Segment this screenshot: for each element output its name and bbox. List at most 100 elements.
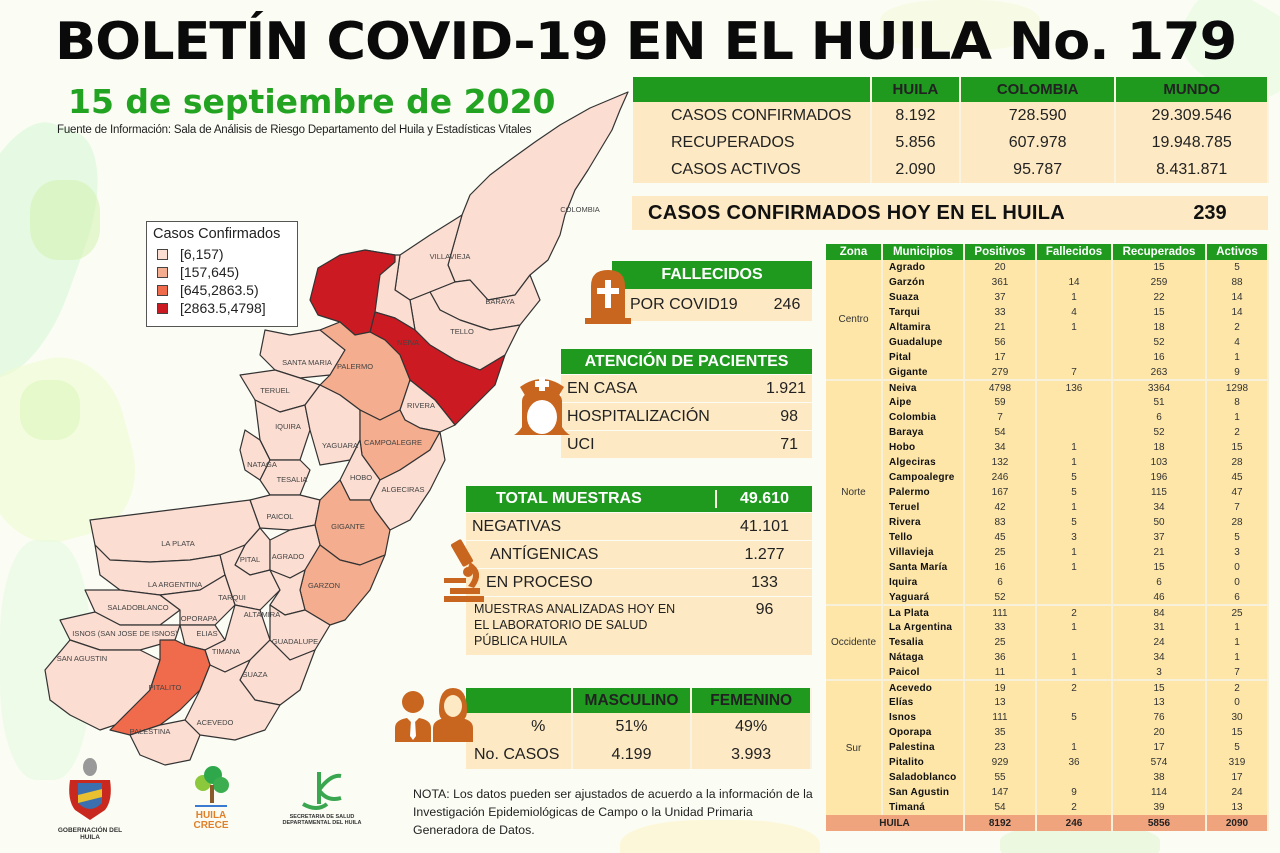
svg-text:PITAL: PITAL bbox=[240, 555, 260, 564]
fallecidos-cell: 5 bbox=[1036, 515, 1113, 530]
recuperados-cell: 15 bbox=[1112, 305, 1207, 320]
municipio-name-cell: Yaguará bbox=[882, 590, 965, 605]
table-row: Palermo 167 5 115 47 bbox=[826, 485, 1269, 500]
fallecidos-value: 246 bbox=[773, 296, 801, 313]
svg-text:AGRADO: AGRADO bbox=[272, 552, 305, 561]
positivos-cell: 56 bbox=[964, 335, 1037, 350]
col-recuperados: Recuperados bbox=[1112, 244, 1207, 260]
fallecidos-cell bbox=[1036, 590, 1113, 605]
table-row: Norte Neiva 4798 136 3364 1298 bbox=[826, 379, 1269, 605]
bulletin-date: 15 de septiembre de 2020 bbox=[68, 82, 556, 121]
summary-row: CASOS CONFIRMADOS 8.192 728.590 29.309.5… bbox=[633, 102, 1269, 129]
activos-cell: 5 bbox=[1206, 740, 1269, 755]
fallecidos-cell: 7 bbox=[1036, 365, 1113, 380]
legend-label: [2863.5,4798] bbox=[180, 300, 266, 316]
positivos-cell: 54 bbox=[964, 425, 1037, 440]
positivos-cell: 25 bbox=[964, 635, 1037, 650]
zone-cell: Occidente bbox=[826, 604, 883, 680]
table-row: Tesalia 25 24 1 bbox=[826, 635, 1269, 650]
summary-mundo: 29.309.546 bbox=[1115, 102, 1269, 129]
municipio-name-cell: Tello bbox=[882, 530, 965, 545]
summary-mundo: 19.948.785 bbox=[1115, 129, 1269, 156]
legend-swatch bbox=[157, 302, 168, 314]
table-row: Baraya 54 52 2 bbox=[826, 425, 1269, 440]
fallecidos-cell: 2 bbox=[1036, 800, 1113, 815]
svg-text:ELIAS: ELIAS bbox=[196, 629, 217, 638]
table-row: Pitalito 929 36 574 319 bbox=[826, 755, 1269, 770]
svg-text:IQUIRA: IQUIRA bbox=[275, 422, 301, 431]
recuperados-cell: 3364 bbox=[1112, 379, 1207, 395]
svg-text:SUAZA: SUAZA bbox=[242, 670, 267, 679]
activos-cell: 0 bbox=[1206, 575, 1269, 590]
recuperados-cell: 115 bbox=[1112, 485, 1207, 500]
atencion-label: UCI bbox=[567, 435, 595, 453]
fallecidos-row: POR COVID19 246 bbox=[612, 289, 812, 321]
zone-cell: Norte bbox=[826, 379, 883, 605]
activos-cell: 45 bbox=[1206, 470, 1269, 485]
summary-mundo: 8.431.871 bbox=[1115, 156, 1269, 183]
fallecidos-cell: 1 bbox=[1036, 500, 1113, 515]
recuperados-cell: 15 bbox=[1112, 679, 1207, 695]
logo-huila-crece-text: HUILA CRECE bbox=[193, 810, 229, 831]
atencion-label: HOSPITALIZACIÓN bbox=[567, 407, 710, 425]
legend-swatch bbox=[157, 266, 168, 278]
coat-of-arms-icon bbox=[69, 758, 111, 820]
recuperados-cell: 114 bbox=[1112, 785, 1207, 800]
svg-text:ACEVEDO: ACEVEDO bbox=[197, 718, 234, 727]
summary-row: RECUPERADOS 5.856 607.978 19.948.785 bbox=[633, 129, 1269, 156]
muestras-label: EN PROCESO bbox=[486, 573, 593, 591]
svg-text:SANTA MARIA: SANTA MARIA bbox=[282, 358, 332, 367]
svg-text:NEIVA: NEIVA bbox=[397, 338, 419, 347]
muestras-label: ANTÍGENICAS bbox=[490, 545, 599, 563]
fallecidos-cell bbox=[1036, 695, 1113, 710]
fallecidos-cell bbox=[1036, 260, 1113, 275]
total-row: HUILA 8192 246 5856 2090 bbox=[826, 815, 1269, 831]
summary-header-mundo: MUNDO bbox=[1115, 77, 1269, 102]
activos-cell: 8 bbox=[1206, 395, 1269, 410]
positivos-cell: 52 bbox=[964, 590, 1037, 605]
col-zona: Zona bbox=[826, 244, 883, 260]
muestras-label: NEGATIVAS bbox=[472, 517, 562, 535]
table-row: Villavieja 25 1 21 3 bbox=[826, 545, 1269, 560]
legend-item: [6,157) bbox=[153, 245, 291, 263]
summary-colombia: 607.978 bbox=[959, 129, 1117, 156]
municipio-name-cell: Oporapa bbox=[882, 725, 965, 740]
muestras-row: MUESTRAS ANALIZADAS HOY EN EL LABORATORI… bbox=[466, 597, 812, 655]
gender-masculino: 4.199 bbox=[571, 741, 693, 769]
municipio-name-cell: Agrado bbox=[882, 260, 965, 275]
activos-cell: 1 bbox=[1206, 350, 1269, 365]
people-icon bbox=[395, 688, 473, 742]
activos-cell: 30 bbox=[1206, 710, 1269, 725]
positivos-cell: 4798 bbox=[964, 379, 1037, 395]
fallecidos-cell: 1 bbox=[1036, 665, 1113, 680]
positivos-cell: 929 bbox=[964, 755, 1037, 770]
positivos-cell: 83 bbox=[964, 515, 1037, 530]
total-positivos-cell: 8192 bbox=[964, 815, 1037, 831]
recuperados-cell: 18 bbox=[1112, 320, 1207, 335]
atencion-title: ATENCIÓN DE PACIENTES bbox=[561, 349, 812, 374]
municipio-name-cell: Altamira bbox=[882, 320, 965, 335]
activos-cell: 1 bbox=[1206, 410, 1269, 425]
summary-huila: 2.090 bbox=[871, 156, 961, 183]
logo-secretaria-text: SECRETARIA DE SALUD DEPARTAMENTAL DEL HU… bbox=[282, 814, 362, 826]
activos-cell: 47 bbox=[1206, 485, 1269, 500]
fallecidos-cell: 2 bbox=[1036, 679, 1113, 695]
municipio-name-cell: Acevedo bbox=[882, 679, 965, 695]
municipio-name-cell: Gigante bbox=[882, 365, 965, 380]
logo-secretaria: SECRETARIA DE SALUD DEPARTAMENTAL DEL HU… bbox=[282, 768, 362, 826]
col-municipios: Municipios bbox=[882, 244, 965, 260]
table-row: Teruel 42 1 34 7 bbox=[826, 500, 1269, 515]
fallecidos-cell bbox=[1036, 770, 1113, 785]
municipio-name-cell: La Argentina bbox=[882, 620, 965, 635]
tombstone-icon bbox=[585, 270, 631, 324]
col-fallecidos: Fallecidos bbox=[1036, 244, 1113, 260]
fallecidos-cell bbox=[1036, 425, 1113, 440]
positivos-cell: 11 bbox=[964, 665, 1037, 680]
table-row: Occidente La Plata 111 2 84 25 bbox=[826, 604, 1269, 680]
svg-text:PITALITO: PITALITO bbox=[149, 683, 182, 692]
atencion-value: 98 bbox=[780, 407, 798, 425]
activos-cell: 4 bbox=[1206, 335, 1269, 350]
positivos-cell: 361 bbox=[964, 275, 1037, 290]
muestras-value: 41.101 bbox=[740, 517, 789, 535]
activos-cell: 0 bbox=[1206, 695, 1269, 710]
